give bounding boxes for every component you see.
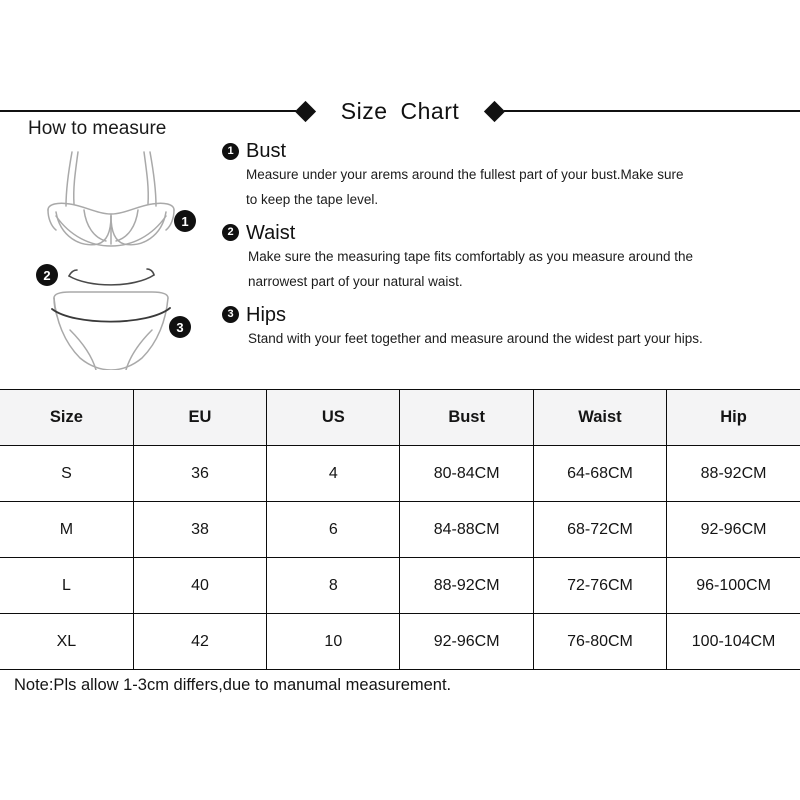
cell-eu: 36 (132, 445, 268, 502)
size-chart-table: Size EU US Bust Waist Hip S 36 4 80-84CM… (0, 389, 800, 670)
measurement-guide-section: How to measure (0, 118, 800, 380)
instruction-bust-line-2: to keep the tape level. (246, 191, 379, 207)
figure-marker-1: 1 (174, 210, 196, 232)
title-rule-right (504, 110, 800, 112)
cell-waist: 76-80CM (532, 613, 668, 670)
cell-us: 8 (266, 557, 401, 614)
column-header-eu: EU (132, 389, 268, 446)
cell-us: 4 (266, 445, 401, 502)
table-header: Size EU US Bust Waist Hip (0, 389, 800, 446)
measurement-note: Note:Pls allow 1-3cm differs,due to manu… (14, 676, 452, 694)
cell-size: S (0, 445, 134, 502)
cell-size: XL (0, 613, 134, 670)
title-rule-left (0, 110, 296, 112)
number-badge-1-icon: 1 (222, 142, 239, 160)
instruction-hips-body: Stand with your feet together and measur… (248, 327, 788, 352)
instruction-waist: 2 Waist Make sure the measuring tape fit… (222, 222, 788, 295)
instruction-bust-header: 1 Bust (222, 140, 788, 162)
cell-bust: 88-92CM (399, 557, 534, 614)
number-badge-3-icon: 3 (222, 306, 239, 324)
instruction-hips-header: 3 Hips (222, 304, 788, 326)
figure-marker-3: 3 (169, 316, 191, 338)
column-header-waist: Waist (532, 389, 668, 446)
instruction-bust: 1 Bust Measure under your arems around t… (222, 140, 788, 213)
cell-eu: 38 (132, 501, 268, 558)
cell-waist: 64-68CM (532, 445, 668, 502)
instruction-bust-body: Measure under your arems around the full… (246, 163, 788, 213)
cell-waist: 68-72CM (532, 501, 668, 558)
instruction-waist-line-1: Make sure the measuring tape fits comfor… (248, 248, 693, 264)
cell-bust: 92-96CM (399, 613, 534, 670)
cell-eu: 42 (132, 613, 268, 670)
instruction-bust-line-1: Measure under your arems around the full… (246, 167, 684, 182)
cell-bust: 80-84CM (399, 445, 534, 502)
bra-and-panty-line-art-icon (47, 151, 175, 370)
how-to-measure-heading: How to measure (28, 118, 167, 139)
instruction-list: 1 Bust Measure under your arems around t… (222, 140, 788, 352)
lingerie-illustration: 1 2 3 (14, 144, 219, 370)
number-badge-2-icon: 2 (222, 224, 239, 242)
table-row: XL 42 10 92-96CM 76-80CM 100-104CM (0, 613, 800, 670)
cell-hip: 96-100CM (666, 557, 800, 614)
cell-waist: 72-76CM (532, 557, 668, 614)
page-title: Size Chart (315, 98, 486, 125)
cell-size: M (0, 501, 134, 558)
how-to-measure-panel: How to measure (14, 118, 219, 370)
cell-us: 6 (266, 501, 401, 558)
table-row: S 36 4 80-84CM 64-68CM 88-92CM (0, 445, 800, 502)
size-chart-title-banner: Size Chart (0, 96, 800, 126)
instruction-waist-line-2: narrowest part of your natural waist. (248, 273, 463, 289)
column-header-us: US (266, 389, 401, 446)
instruction-waist-title: Waist (246, 221, 296, 244)
figure-marker-2: 2 (36, 264, 58, 286)
column-header-size: Size (0, 389, 134, 446)
table-row: L 40 8 88-92CM 72-76CM 96-100CM (0, 557, 800, 614)
instruction-bust-title: Bust (246, 140, 287, 162)
instruction-waist-header: 2 Waist (222, 222, 788, 244)
cell-hip: 100-104CM (666, 613, 800, 670)
cell-hip: 88-92CM (666, 445, 800, 502)
table-body: S 36 4 80-84CM 64-68CM 88-92CM M 38 6 84… (0, 445, 800, 670)
page-title-word-chart: Chart (400, 97, 460, 124)
instruction-hips-line-1: Stand with your feet together and measur… (248, 330, 703, 346)
table-header-row: Size EU US Bust Waist Hip (0, 389, 800, 446)
cell-eu: 40 (132, 557, 268, 614)
cell-bust: 84-88CM (399, 501, 534, 558)
column-header-bust: Bust (399, 389, 534, 446)
cell-us: 10 (266, 613, 401, 670)
instruction-waist-body: Make sure the measuring tape fits comfor… (248, 245, 788, 295)
instruction-hips-title: Hips (246, 303, 287, 326)
instruction-hips: 3 Hips Stand with your feet together and… (222, 304, 788, 352)
table-row: M 38 6 84-88CM 68-72CM 92-96CM (0, 501, 800, 558)
cell-size: L (0, 557, 134, 614)
page-title-word-size: Size (340, 97, 388, 124)
cell-hip: 92-96CM (666, 501, 800, 558)
column-header-hip: Hip (666, 389, 800, 446)
